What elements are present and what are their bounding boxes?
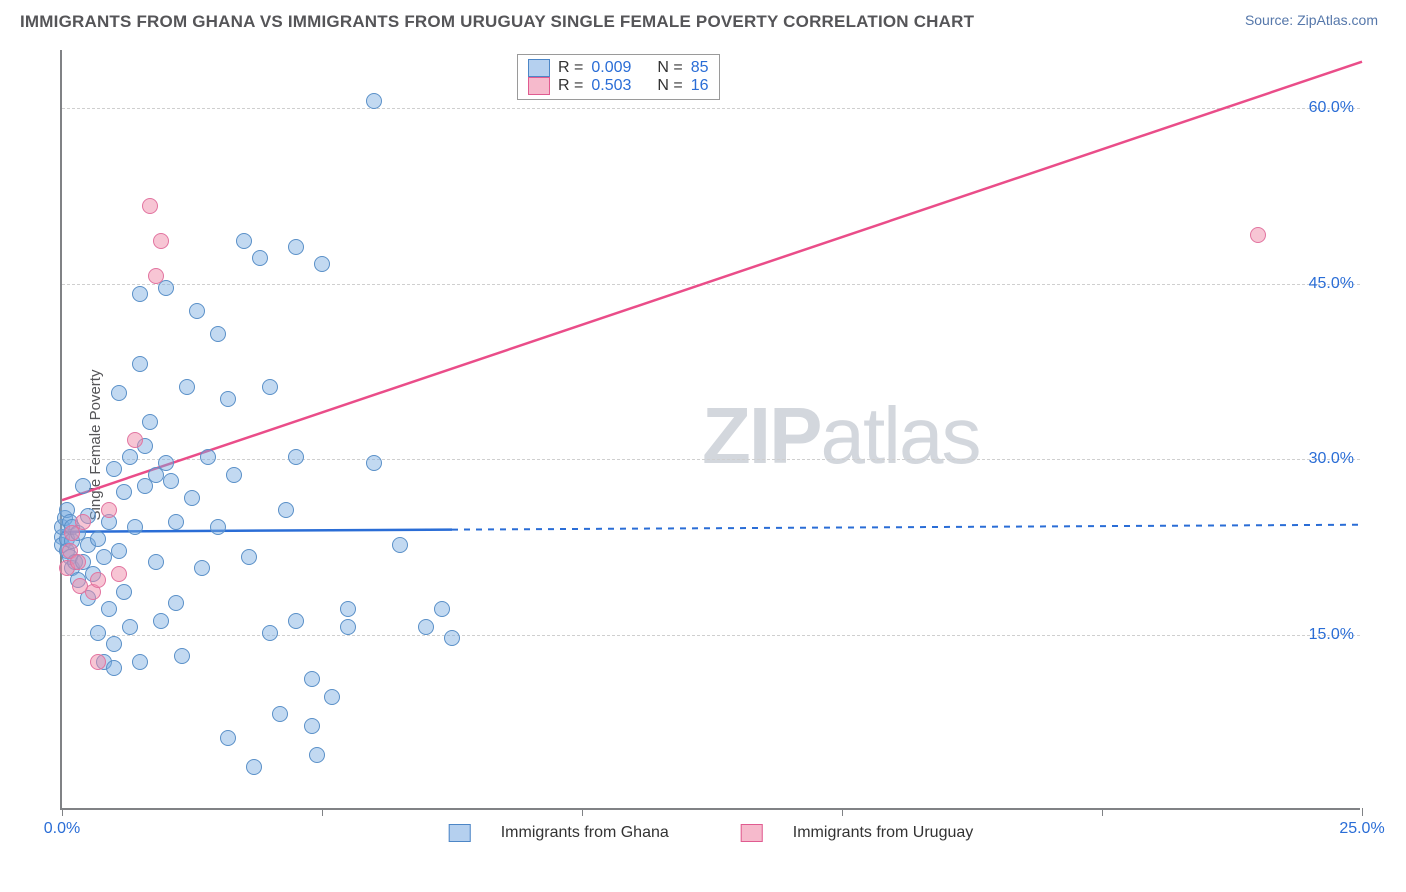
data-point [158,455,174,471]
data-point [278,502,294,518]
data-point [366,455,382,471]
series-legend: Immigrants from Ghana Immigrants from Ur… [449,824,974,842]
x-tick-label: 0.0% [44,820,80,838]
chart-header: IMMIGRANTS FROM GHANA VS IMMIGRANTS FROM… [0,0,1406,36]
data-point [101,502,117,518]
data-point [153,233,169,249]
data-point [200,449,216,465]
data-point [122,449,138,465]
data-point [314,256,330,272]
data-point [148,554,164,570]
data-point [304,671,320,687]
data-point [90,625,106,641]
data-point [434,601,450,617]
data-point [142,414,158,430]
data-point [236,233,252,249]
data-point [1250,227,1266,243]
data-point [106,660,122,676]
data-point [106,636,122,652]
data-point [262,625,278,641]
data-point [163,473,179,489]
data-point [168,514,184,530]
trendlines-layer [62,50,1362,810]
data-point [75,514,91,530]
data-point [262,379,278,395]
data-point [90,531,106,547]
trendline-solid [62,530,452,532]
data-point [340,619,356,635]
data-point [194,560,210,576]
data-point [168,595,184,611]
data-point [127,432,143,448]
x-tick-mark [1362,808,1363,816]
data-point [148,268,164,284]
data-point [309,747,325,763]
data-point [324,689,340,705]
data-point [220,391,236,407]
data-point [70,554,86,570]
data-point [111,543,127,559]
data-point [132,356,148,372]
data-point [304,718,320,734]
data-point [444,630,460,646]
chart-title: IMMIGRANTS FROM GHANA VS IMMIGRANTS FROM… [20,12,974,32]
data-point [153,613,169,629]
data-point [418,619,434,635]
data-point [127,519,143,535]
data-point [366,93,382,109]
data-point [272,706,288,722]
data-point [210,326,226,342]
data-point [340,601,356,617]
data-point [241,549,257,565]
source-site: ZipAtlas.com [1297,12,1378,28]
plot-area: ZIPatlas R = 0.009 N = 85 R = 0.503 N = … [60,50,1360,810]
data-point [106,461,122,477]
source-attribution: Source: ZipAtlas.com [1245,12,1378,28]
trendline-solid [62,62,1362,500]
data-point [252,250,268,266]
data-point [179,379,195,395]
x-tick-label: 25.0% [1339,820,1384,838]
swatch-blue-icon [449,824,471,842]
data-point [122,619,138,635]
legend-label-uruguay: Immigrants from Uruguay [793,824,974,842]
data-point [101,601,117,617]
data-point [189,303,205,319]
data-point [288,239,304,255]
data-point [246,759,262,775]
data-point [116,484,132,500]
trendline-dashed [452,525,1362,530]
data-point [226,467,242,483]
data-point [90,572,106,588]
data-point [288,613,304,629]
data-point [96,549,112,565]
swatch-pink-icon [741,824,763,842]
data-point [132,654,148,670]
source-prefix: Source: [1245,12,1297,28]
data-point [75,478,91,494]
legend-label-ghana: Immigrants from Ghana [501,824,669,842]
chart-container: Single Female Poverty ZIPatlas R = 0.009… [40,50,1380,840]
data-point [392,537,408,553]
data-point [116,584,132,600]
data-point [210,519,226,535]
data-point [111,566,127,582]
data-point [132,286,148,302]
data-point [174,648,190,664]
data-point [90,654,106,670]
data-point [184,490,200,506]
data-point [220,730,236,746]
data-point [111,385,127,401]
data-point [142,198,158,214]
data-point [288,449,304,465]
